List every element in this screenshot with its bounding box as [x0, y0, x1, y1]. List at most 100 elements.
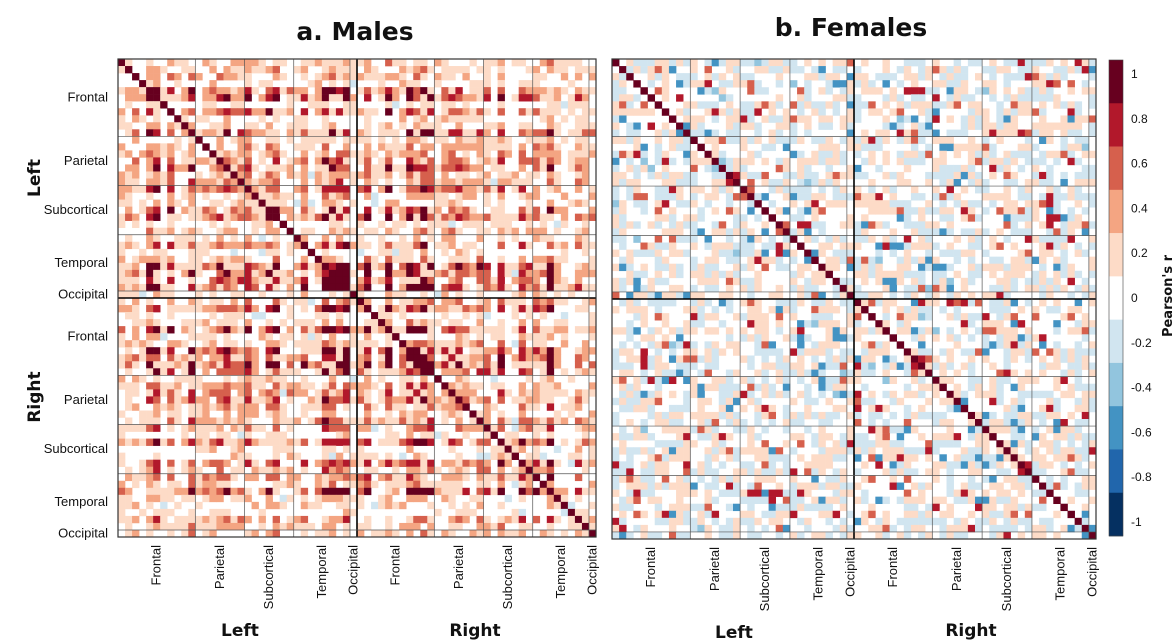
heatmap-cell [925, 249, 933, 257]
heatmap-cell [314, 276, 323, 285]
heatmap-cell [804, 263, 812, 272]
heatmap-cell [300, 199, 309, 207]
heatmap-cell [882, 284, 890, 293]
heatmap-cell [420, 438, 428, 446]
heatmap-cell [1024, 228, 1033, 236]
heatmap-cell [854, 355, 862, 363]
heatmap-cell [174, 417, 182, 425]
heatmap-cell [1003, 193, 1011, 201]
heatmap-cell [1010, 320, 1019, 328]
heatmap-cell [420, 340, 428, 348]
heatmap-cell [153, 515, 161, 524]
heatmap-cell [195, 424, 203, 432]
heatmap-cell [612, 136, 620, 145]
heatmap-cell [265, 241, 273, 250]
heatmap-cell [782, 362, 791, 370]
heatmap-cell [385, 515, 393, 524]
heatmap-cell [237, 305, 245, 313]
heatmap-cell [804, 256, 812, 265]
heatmap-cell [825, 313, 833, 321]
heatmap-cell [293, 298, 302, 306]
heatmap-cell [910, 362, 919, 370]
heatmap-cell [654, 341, 663, 349]
heatmap-cell [455, 129, 463, 137]
heatmap-cell [918, 277, 926, 286]
heatmap-cell [132, 354, 140, 362]
heatmap-cell [733, 214, 741, 222]
heatmap-cell [476, 438, 484, 446]
heatmap-cell [209, 59, 217, 67]
heatmap-cell [1010, 313, 1019, 321]
heatmap-cell [546, 403, 555, 411]
heatmap-cell [676, 129, 684, 137]
heatmap-cell [804, 164, 812, 173]
heatmap-cell [846, 291, 855, 300]
heatmap-cell [406, 459, 414, 468]
heatmap-cell [146, 108, 154, 116]
heatmap-cell [244, 150, 252, 158]
heatmap-cell [754, 136, 762, 145]
heatmap-cell [385, 283, 393, 292]
heatmap-cell [654, 87, 663, 95]
heatmap-cell [1060, 284, 1068, 293]
heatmap-cell [216, 389, 224, 397]
heatmap-cell [910, 228, 919, 236]
heatmap-cell [448, 94, 456, 102]
heatmap-cell [286, 515, 295, 524]
heatmap-cell [1024, 143, 1033, 152]
heatmap-cell [804, 73, 812, 81]
heatmap-cell [427, 255, 435, 264]
heatmap-cell [209, 213, 217, 221]
heatmap-cell [490, 206, 498, 214]
heatmap-cell [427, 122, 435, 130]
heatmap-cell [953, 73, 962, 81]
heatmap-cell [789, 193, 798, 201]
heatmap-cell [328, 290, 337, 299]
heatmap-cell [272, 108, 280, 116]
heatmap-cell [321, 213, 330, 221]
heatmap-cell [733, 221, 741, 229]
heatmap-cell [497, 368, 505, 376]
heatmap-cell [399, 59, 407, 67]
heatmap-cell [832, 355, 841, 363]
heatmap-cell [153, 73, 161, 81]
heatmap-cell [378, 368, 386, 376]
heatmap-cell [718, 270, 727, 279]
heatmap-cell [846, 129, 855, 137]
heatmap-cell [378, 129, 386, 137]
heatmap-cell [574, 199, 583, 207]
heatmap-cell [704, 327, 712, 335]
heatmap-cell [546, 108, 555, 116]
heatmap-cell [420, 87, 428, 95]
heatmap-cell [539, 466, 548, 475]
heatmap-cell [854, 150, 862, 159]
heatmap-cell [406, 445, 414, 453]
heatmap-cell [272, 298, 280, 306]
heatmap-cell [202, 234, 210, 243]
heatmap-cell [462, 255, 470, 264]
heatmap-cell [647, 66, 656, 74]
heatmap-cell [230, 171, 238, 179]
heatmap-cell [223, 487, 231, 496]
heatmap-cell [775, 320, 784, 328]
heatmap-cell [903, 207, 912, 215]
heatmap-cell [455, 171, 463, 179]
heatmap-cell [1046, 214, 1054, 222]
heatmap-cell [174, 59, 182, 67]
heatmap-cell [633, 66, 641, 74]
heatmap-cell [307, 227, 316, 236]
heatmap-cell [574, 473, 583, 482]
heatmap-cell [202, 522, 210, 531]
heatmap-cell [553, 94, 562, 102]
heatmap-cell [804, 94, 812, 102]
heatmap-cell [1031, 164, 1040, 173]
heatmap-cell [483, 396, 491, 404]
heatmap-cell [612, 164, 620, 173]
heatmap-cell [286, 333, 295, 341]
heatmap-cell [321, 143, 330, 151]
heatmap-cell [286, 522, 295, 531]
heatmap-cell [996, 157, 1004, 166]
heatmap-cell [797, 186, 805, 194]
heatmap-cell [385, 157, 393, 165]
heatmap-cell [1088, 327, 1097, 335]
